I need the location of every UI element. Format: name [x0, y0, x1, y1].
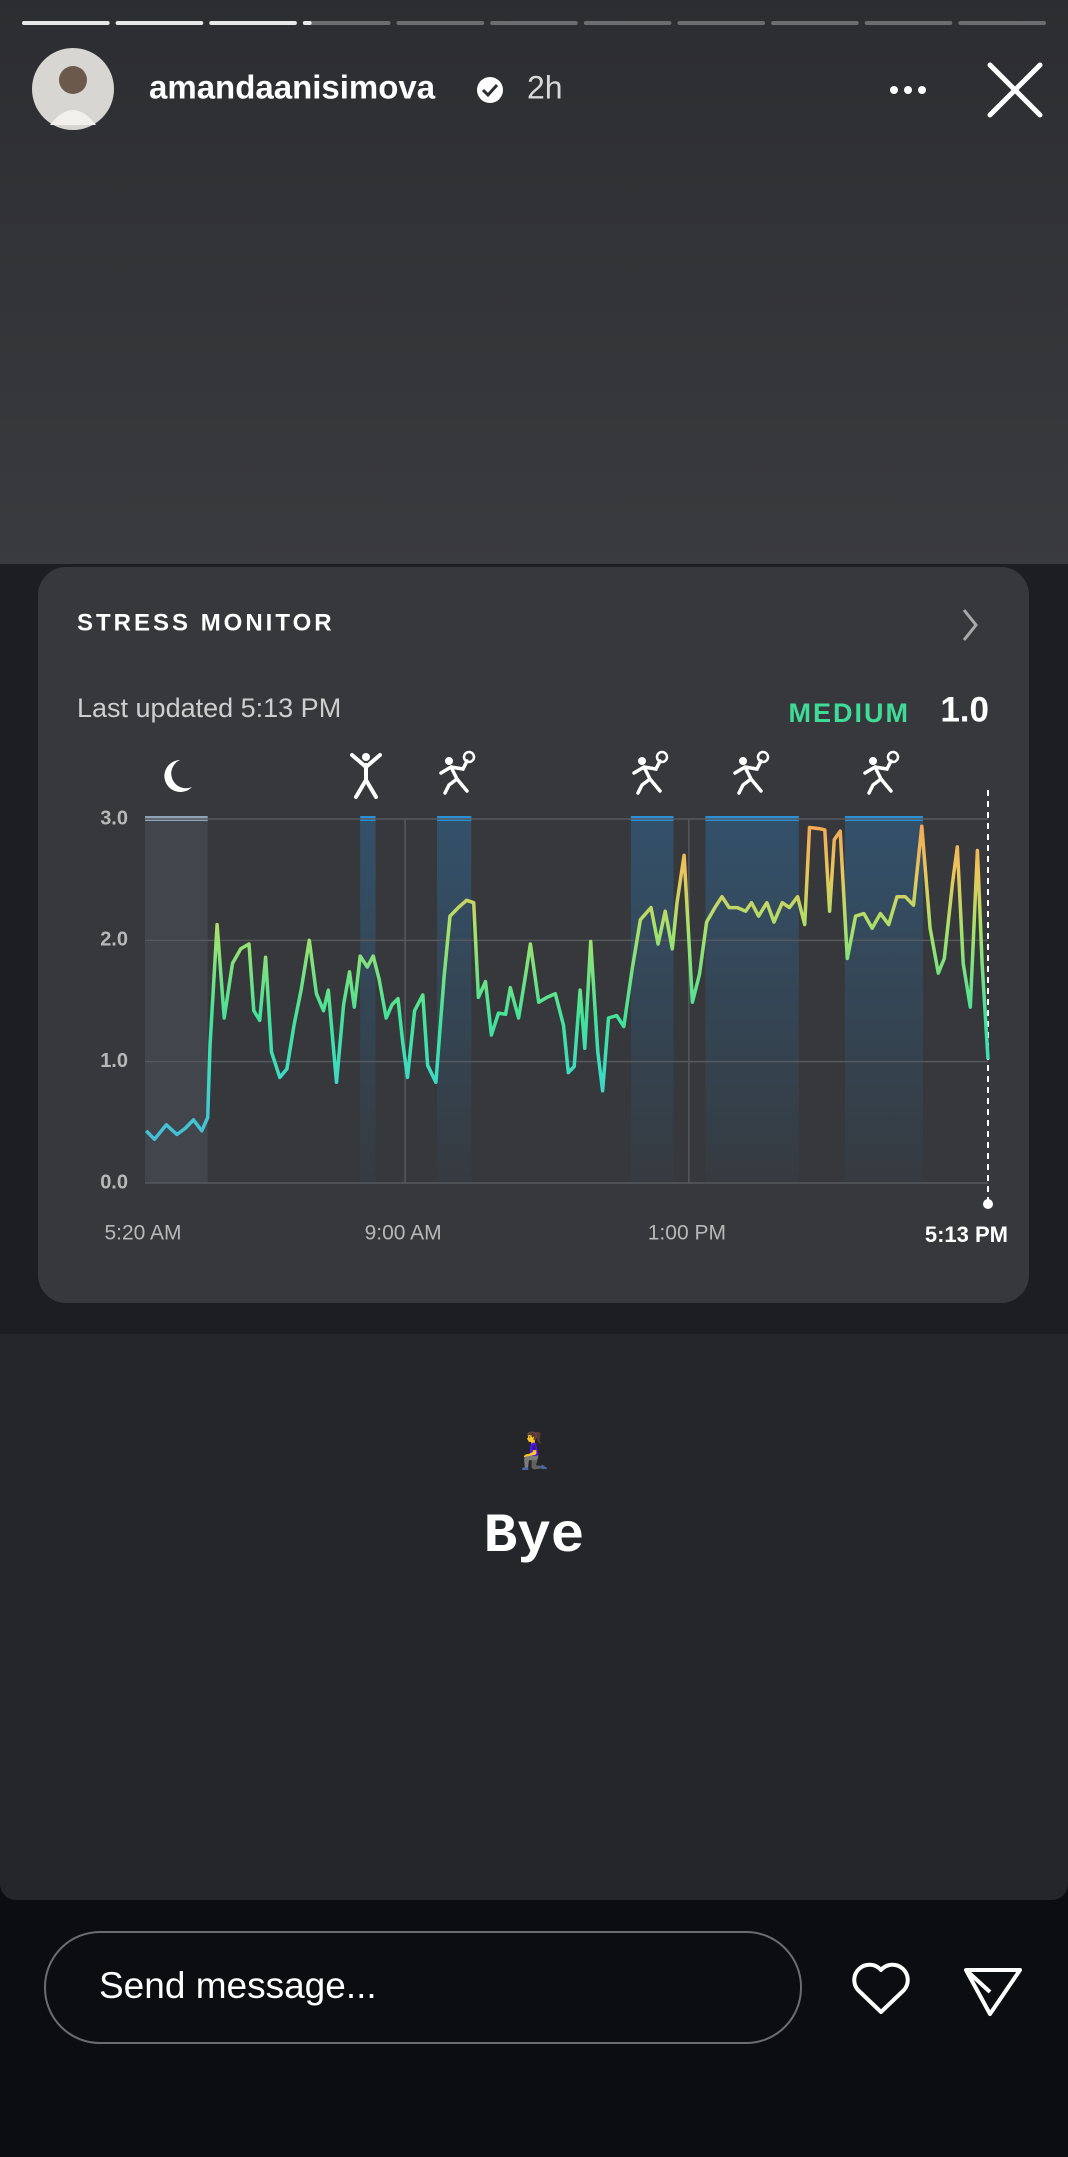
progress-segment — [115, 21, 204, 25]
workout-icon — [350, 753, 382, 799]
post-time: 2h — [527, 69, 563, 105]
lower-background — [0, 1334, 1068, 1900]
activity-band — [630, 819, 674, 1183]
more-button[interactable] — [890, 86, 926, 94]
activity-band — [360, 819, 376, 1183]
sleep-icon — [164, 760, 192, 792]
progress-segment — [22, 21, 110, 25]
progress-fill — [302, 21, 312, 25]
caption-text: Bye — [484, 1504, 585, 1568]
progress-segment — [209, 21, 297, 25]
username[interactable]: amandaanisimova — [149, 69, 436, 106]
chevron[interactable] — [962, 609, 978, 641]
last-updated: Last updated 5:13 PM — [77, 693, 341, 723]
top-background — [0, 0, 1068, 566]
progress-segment — [490, 21, 578, 25]
progress-segment — [771, 21, 859, 25]
like-button[interactable] — [852, 1962, 910, 2014]
avatar-figure — [50, 110, 96, 125]
x-tick-label: 5:13 PM — [925, 1222, 1008, 1247]
share-button[interactable] — [964, 1968, 1022, 2016]
x-tick-label: 1:00 PM — [648, 1222, 726, 1245]
activity-band — [705, 819, 799, 1183]
close-button[interactable] — [987, 62, 1043, 118]
activity-band — [844, 819, 923, 1183]
card-title: STRESS MONITOR — [77, 609, 335, 636]
caption-emoji: 🧎‍♀️ — [512, 1430, 557, 1471]
stress-level: MEDIUM — [789, 698, 911, 728]
message-input[interactable] — [44, 1931, 802, 2044]
x-tick-label: 9:00 AM — [365, 1222, 442, 1245]
progress-segment — [864, 21, 953, 25]
verified-badge — [477, 77, 503, 103]
stress-score: 1.0 — [940, 690, 989, 729]
x-tick-label: 5:20 AM — [104, 1222, 181, 1245]
stress-line — [144, 824, 990, 1142]
y-tick-label: 1.0 — [100, 1050, 128, 1072]
progress-segment — [583, 21, 672, 25]
message-placeholder: Send message... — [99, 1965, 377, 2006]
verified-check — [481, 83, 499, 98]
y-tick-label: 0.0 — [100, 1171, 128, 1193]
progress-segment — [677, 21, 766, 25]
progress-segment — [958, 21, 1046, 25]
progress-segment — [396, 21, 485, 25]
progress-bars — [22, 21, 1046, 25]
progress-segment — [302, 21, 391, 25]
y-tick-label: 3.0 — [100, 807, 128, 829]
stress-chart: 0.0 1.0 2.0 3.0 5:20 AM 9:00 AM 1:00 PM 5:13 PM — [100, 790, 1008, 1247]
avatar-figure — [59, 66, 87, 94]
now-dot — [983, 1199, 993, 1209]
y-tick-label: 2.0 — [100, 929, 128, 951]
